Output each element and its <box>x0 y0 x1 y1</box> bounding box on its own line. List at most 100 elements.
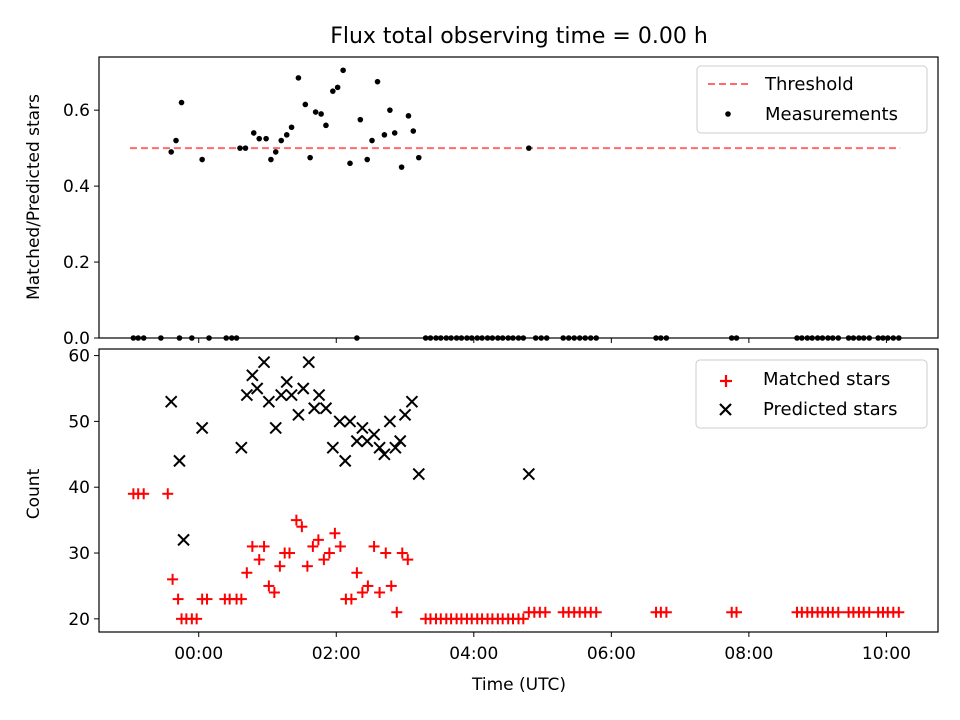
measurement-point <box>890 335 897 341</box>
predicted-star-point <box>389 441 402 454</box>
measurement-point <box>278 137 285 144</box>
measurement-point <box>263 135 269 142</box>
predicted-star-point <box>367 428 381 441</box>
measurement-point <box>733 335 740 341</box>
measurement-point <box>448 335 454 341</box>
measurement-point <box>443 335 450 341</box>
matched-star-point <box>235 593 247 605</box>
matched-star-point <box>162 488 174 500</box>
measurement-point <box>173 137 179 144</box>
matched-star-point <box>374 587 386 599</box>
predicted-star-point <box>275 388 288 402</box>
top-y-tick-label: 0.4 <box>63 177 90 197</box>
predicted-star-point <box>297 382 310 395</box>
matched-star-point <box>391 606 403 618</box>
measurements-layer <box>130 67 902 341</box>
measurement-point <box>880 335 886 341</box>
predicted-star-point <box>173 454 186 468</box>
matched-star-point <box>380 547 392 559</box>
x-tick-label: 08:00 <box>724 644 773 664</box>
predicted-star-point <box>373 441 386 454</box>
measurement-point <box>587 335 594 341</box>
legend-matched-swatch <box>720 375 732 387</box>
bottom-y-tick-label: 40 <box>68 478 90 498</box>
matched-star-point <box>731 606 743 618</box>
matched-star-point <box>167 573 179 585</box>
predicted-star-point <box>338 454 352 468</box>
measurement-point <box>268 156 274 163</box>
matched-star-point <box>362 580 374 592</box>
measurement-point <box>510 335 516 341</box>
measurement-point <box>374 78 381 85</box>
measurement-point <box>543 335 550 341</box>
matched-star-point <box>334 540 346 552</box>
top-x-ticks <box>198 338 887 343</box>
x-tick-label: 00:00 <box>174 644 223 664</box>
measurement-point <box>532 335 539 341</box>
measurement-point <box>663 335 670 341</box>
measurement-point <box>799 335 805 341</box>
measurement-point <box>829 335 836 341</box>
measurement-point <box>825 335 831 341</box>
measurement-point <box>464 335 470 341</box>
measurement-point <box>582 335 589 341</box>
predicted-star-point <box>250 382 264 395</box>
measurement-point <box>850 335 857 341</box>
measurement-point <box>272 149 279 155</box>
measurement-point <box>794 335 800 341</box>
measurement-point <box>357 116 364 123</box>
legend-predicted-label: Predicted stars <box>763 399 897 420</box>
measurement-point <box>489 335 496 341</box>
bottom-y-tick-label: 60 <box>68 347 90 367</box>
predicted-star-point <box>319 402 333 415</box>
predicted-star-point <box>343 415 357 428</box>
measurement-point <box>168 149 175 155</box>
bottom-y-tick-label: 50 <box>68 412 90 432</box>
bottom-y-tick-label: 20 <box>68 610 90 630</box>
predicted-star-point <box>269 421 282 435</box>
measurement-point <box>422 335 429 341</box>
matched-star-point <box>345 593 357 605</box>
predicted-star-point <box>394 434 407 448</box>
measurement-point <box>819 335 826 341</box>
measurement-point <box>479 335 485 341</box>
measurement-point <box>364 156 371 163</box>
measurement-point <box>896 335 902 341</box>
measurement-point <box>526 145 532 151</box>
matched-star-point <box>517 613 529 625</box>
matched-star-point <box>356 587 368 599</box>
matched-star-point <box>201 593 213 605</box>
predicted-star-point <box>522 467 536 481</box>
matched-star-point <box>263 580 275 592</box>
matched-star-point <box>301 560 313 572</box>
measurement-point <box>250 130 257 136</box>
measurement-point <box>560 335 567 341</box>
predicted-star-point <box>312 388 326 402</box>
matched-star-point <box>307 540 319 552</box>
legend-measurements-swatch <box>725 111 731 117</box>
top-y-tick-label: 0.6 <box>63 101 90 121</box>
predicted-star-point <box>378 448 391 461</box>
matched-star-point <box>893 606 905 618</box>
measurement-point <box>130 335 137 341</box>
measurement-point <box>453 335 460 341</box>
measurement-point <box>658 335 664 341</box>
legend-threshold-label: Threshold <box>764 74 854 95</box>
measurement-point <box>302 101 309 108</box>
measurement-point <box>256 135 263 142</box>
measurement-point <box>283 132 290 138</box>
predicted-star-point <box>235 441 248 454</box>
measurement-point <box>398 164 405 170</box>
predicted-star-point <box>405 395 419 408</box>
measurement-point <box>140 335 147 341</box>
measurement-point <box>135 335 141 341</box>
bottom-legend: Matched stars Predicted stars <box>695 359 928 429</box>
measurement-point <box>330 88 336 94</box>
measurement-point <box>437 335 444 341</box>
matched-star-point <box>290 514 302 526</box>
measurement-point <box>804 335 811 341</box>
measurement-point <box>814 335 821 341</box>
x-tick-label: 06:00 <box>587 644 636 664</box>
measurement-point <box>178 99 185 106</box>
measurement-point <box>495 335 501 341</box>
